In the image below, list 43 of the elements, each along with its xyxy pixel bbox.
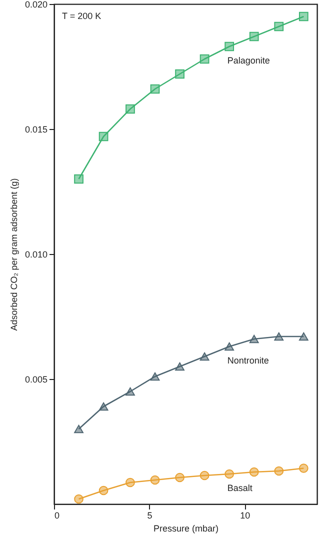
point <box>200 54 210 64</box>
point <box>298 12 308 22</box>
point <box>126 478 135 488</box>
point <box>74 494 84 504</box>
point <box>74 174 84 184</box>
x-tick-label: 5 <box>147 510 152 520</box>
series-label: Nontronite <box>227 356 269 366</box>
point <box>98 486 108 496</box>
annotation: T = 200 K <box>62 11 102 21</box>
y-axis-title: Adsorbed CO₂ per gram adsorbent (g) <box>8 178 19 331</box>
x-tick-label: 0 <box>54 510 60 520</box>
point <box>274 466 284 476</box>
point <box>175 362 184 371</box>
point <box>274 22 284 32</box>
point <box>150 475 160 485</box>
point <box>249 467 259 477</box>
point <box>249 32 259 42</box>
point <box>74 424 84 434</box>
point <box>224 469 234 479</box>
point <box>98 402 108 411</box>
point <box>150 84 160 94</box>
point <box>98 132 108 142</box>
x-axis-title: Pressure (mbar) <box>153 524 219 534</box>
x-tick-label: 10 <box>240 510 250 520</box>
y-tick-label: 0.010 <box>24 250 48 260</box>
series-label: Basalt <box>227 483 253 493</box>
y-tick-label: 0.020 <box>24 0 48 10</box>
point <box>200 352 210 361</box>
point <box>249 334 259 344</box>
point <box>126 387 135 396</box>
point <box>274 332 284 341</box>
point <box>298 332 308 341</box>
y-tick-label: 0.005 <box>24 374 48 384</box>
series-label: Palagonite <box>227 56 270 66</box>
point <box>298 464 308 473</box>
point <box>224 342 234 351</box>
point <box>200 470 210 480</box>
y-tick-label: 0.015 <box>24 124 48 134</box>
point <box>150 372 160 381</box>
point <box>224 42 234 52</box>
point <box>175 69 184 79</box>
point <box>126 104 135 114</box>
point <box>175 472 184 482</box>
